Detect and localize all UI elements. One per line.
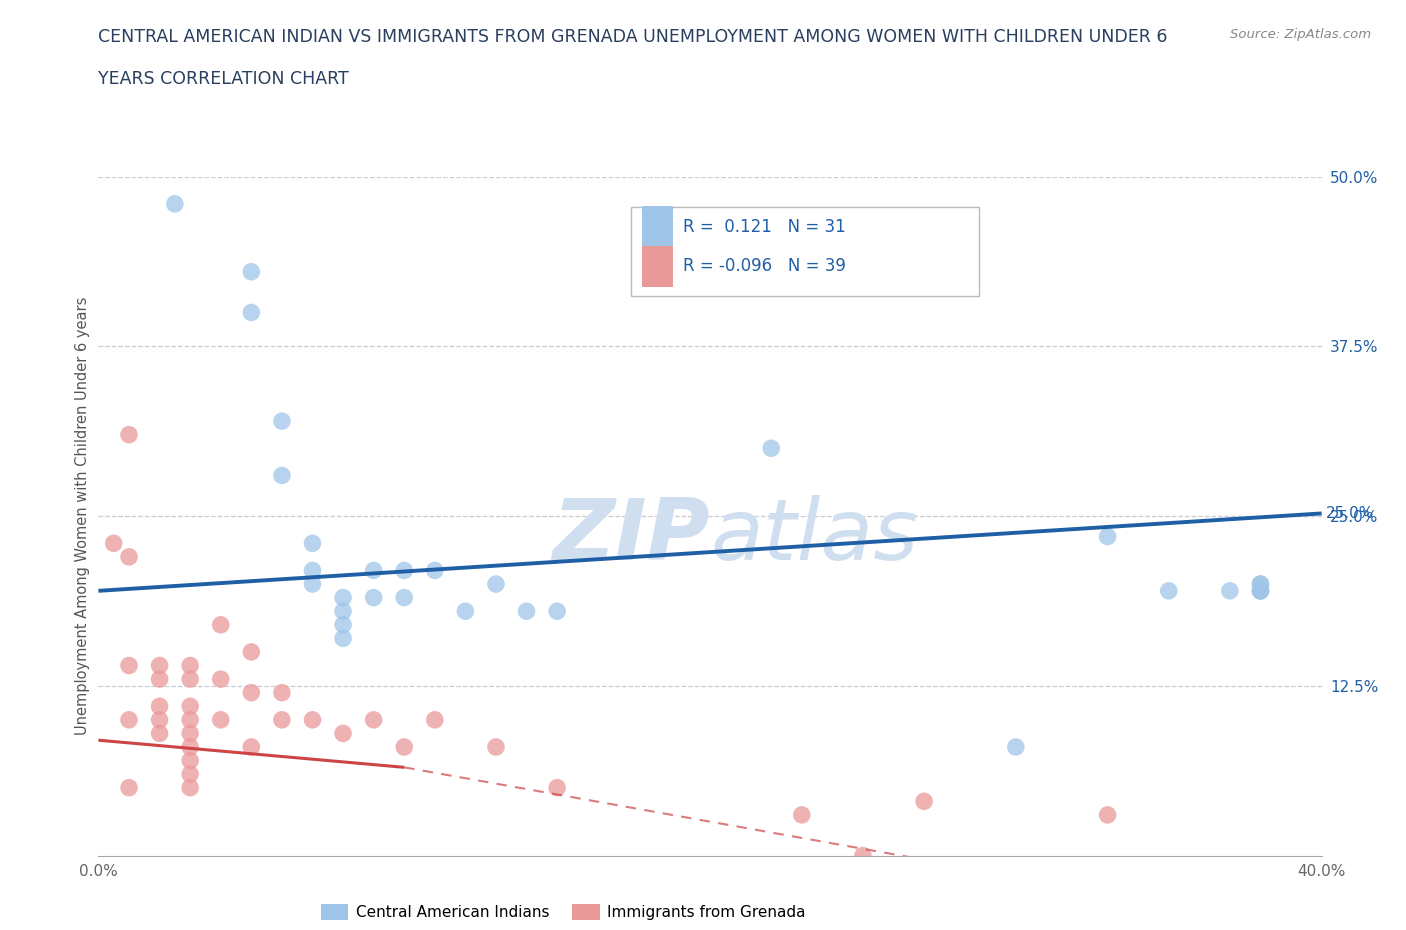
Point [301,563,323,578]
Point [1157,583,1180,598]
Point [1097,529,1119,544]
Point [270,468,292,483]
Point [852,848,875,863]
Point [1249,577,1271,591]
Point [163,196,186,211]
Point [485,577,508,591]
Point [149,712,172,727]
Point [240,739,263,754]
Point [179,671,201,686]
Point [332,726,354,741]
Legend: Central American Indians, Immigrants from Grenada: Central American Indians, Immigrants fro… [315,897,811,926]
Point [485,739,508,754]
Point [179,766,201,781]
Point [1249,583,1271,598]
Point [149,658,172,673]
Point [1004,739,1026,754]
Point [240,685,263,700]
Point [118,712,141,727]
Point [546,780,568,795]
Point [423,712,446,727]
Point [301,712,323,727]
Point [209,671,232,686]
Point [118,658,141,673]
Point [516,604,538,618]
Point [240,644,263,659]
Point [790,807,813,822]
Text: R = -0.096   N = 39: R = -0.096 N = 39 [682,258,845,275]
Point [270,414,292,429]
Point [118,780,141,795]
Point [546,604,568,618]
Text: CENTRAL AMERICAN INDIAN VS IMMIGRANTS FROM GRENADA UNEMPLOYMENT AMONG WOMEN WITH: CENTRAL AMERICAN INDIAN VS IMMIGRANTS FR… [98,28,1168,46]
Point [332,631,354,645]
Point [332,604,354,618]
Point [209,618,232,632]
Point [149,698,172,713]
Point [1097,807,1119,822]
Point [392,563,416,578]
Point [332,618,354,632]
Point [1249,583,1271,598]
Point [240,264,263,279]
Point [270,685,292,700]
Point [1249,577,1271,591]
Point [179,658,201,673]
Point [240,305,263,320]
Point [209,712,232,727]
Point [103,536,125,551]
Text: 25.0%: 25.0% [1326,506,1374,521]
Point [454,604,477,618]
Point [363,712,385,727]
Point [179,726,201,741]
Text: Source: ZipAtlas.com: Source: ZipAtlas.com [1230,28,1371,41]
Point [363,591,385,605]
Point [912,794,935,809]
Text: ZIP: ZIP [553,495,710,578]
Text: atlas: atlas [710,495,918,578]
Point [179,739,201,754]
Point [179,712,201,727]
Point [118,427,141,442]
Point [1219,583,1241,598]
Point [118,550,141,565]
Point [392,591,416,605]
Y-axis label: Unemployment Among Women with Children Under 6 years: Unemployment Among Women with Children U… [75,297,90,736]
Point [149,726,172,741]
Point [270,712,292,727]
Point [179,753,201,768]
Point [423,563,446,578]
Point [332,591,354,605]
Point [301,577,323,591]
Point [301,536,323,551]
Point [179,780,201,795]
Text: YEARS CORRELATION CHART: YEARS CORRELATION CHART [98,70,349,87]
Point [179,698,201,713]
Point [759,441,782,456]
Point [1249,583,1271,598]
Point [392,739,416,754]
Point [363,563,385,578]
Point [149,671,172,686]
Text: R =  0.121   N = 31: R = 0.121 N = 31 [682,218,845,235]
